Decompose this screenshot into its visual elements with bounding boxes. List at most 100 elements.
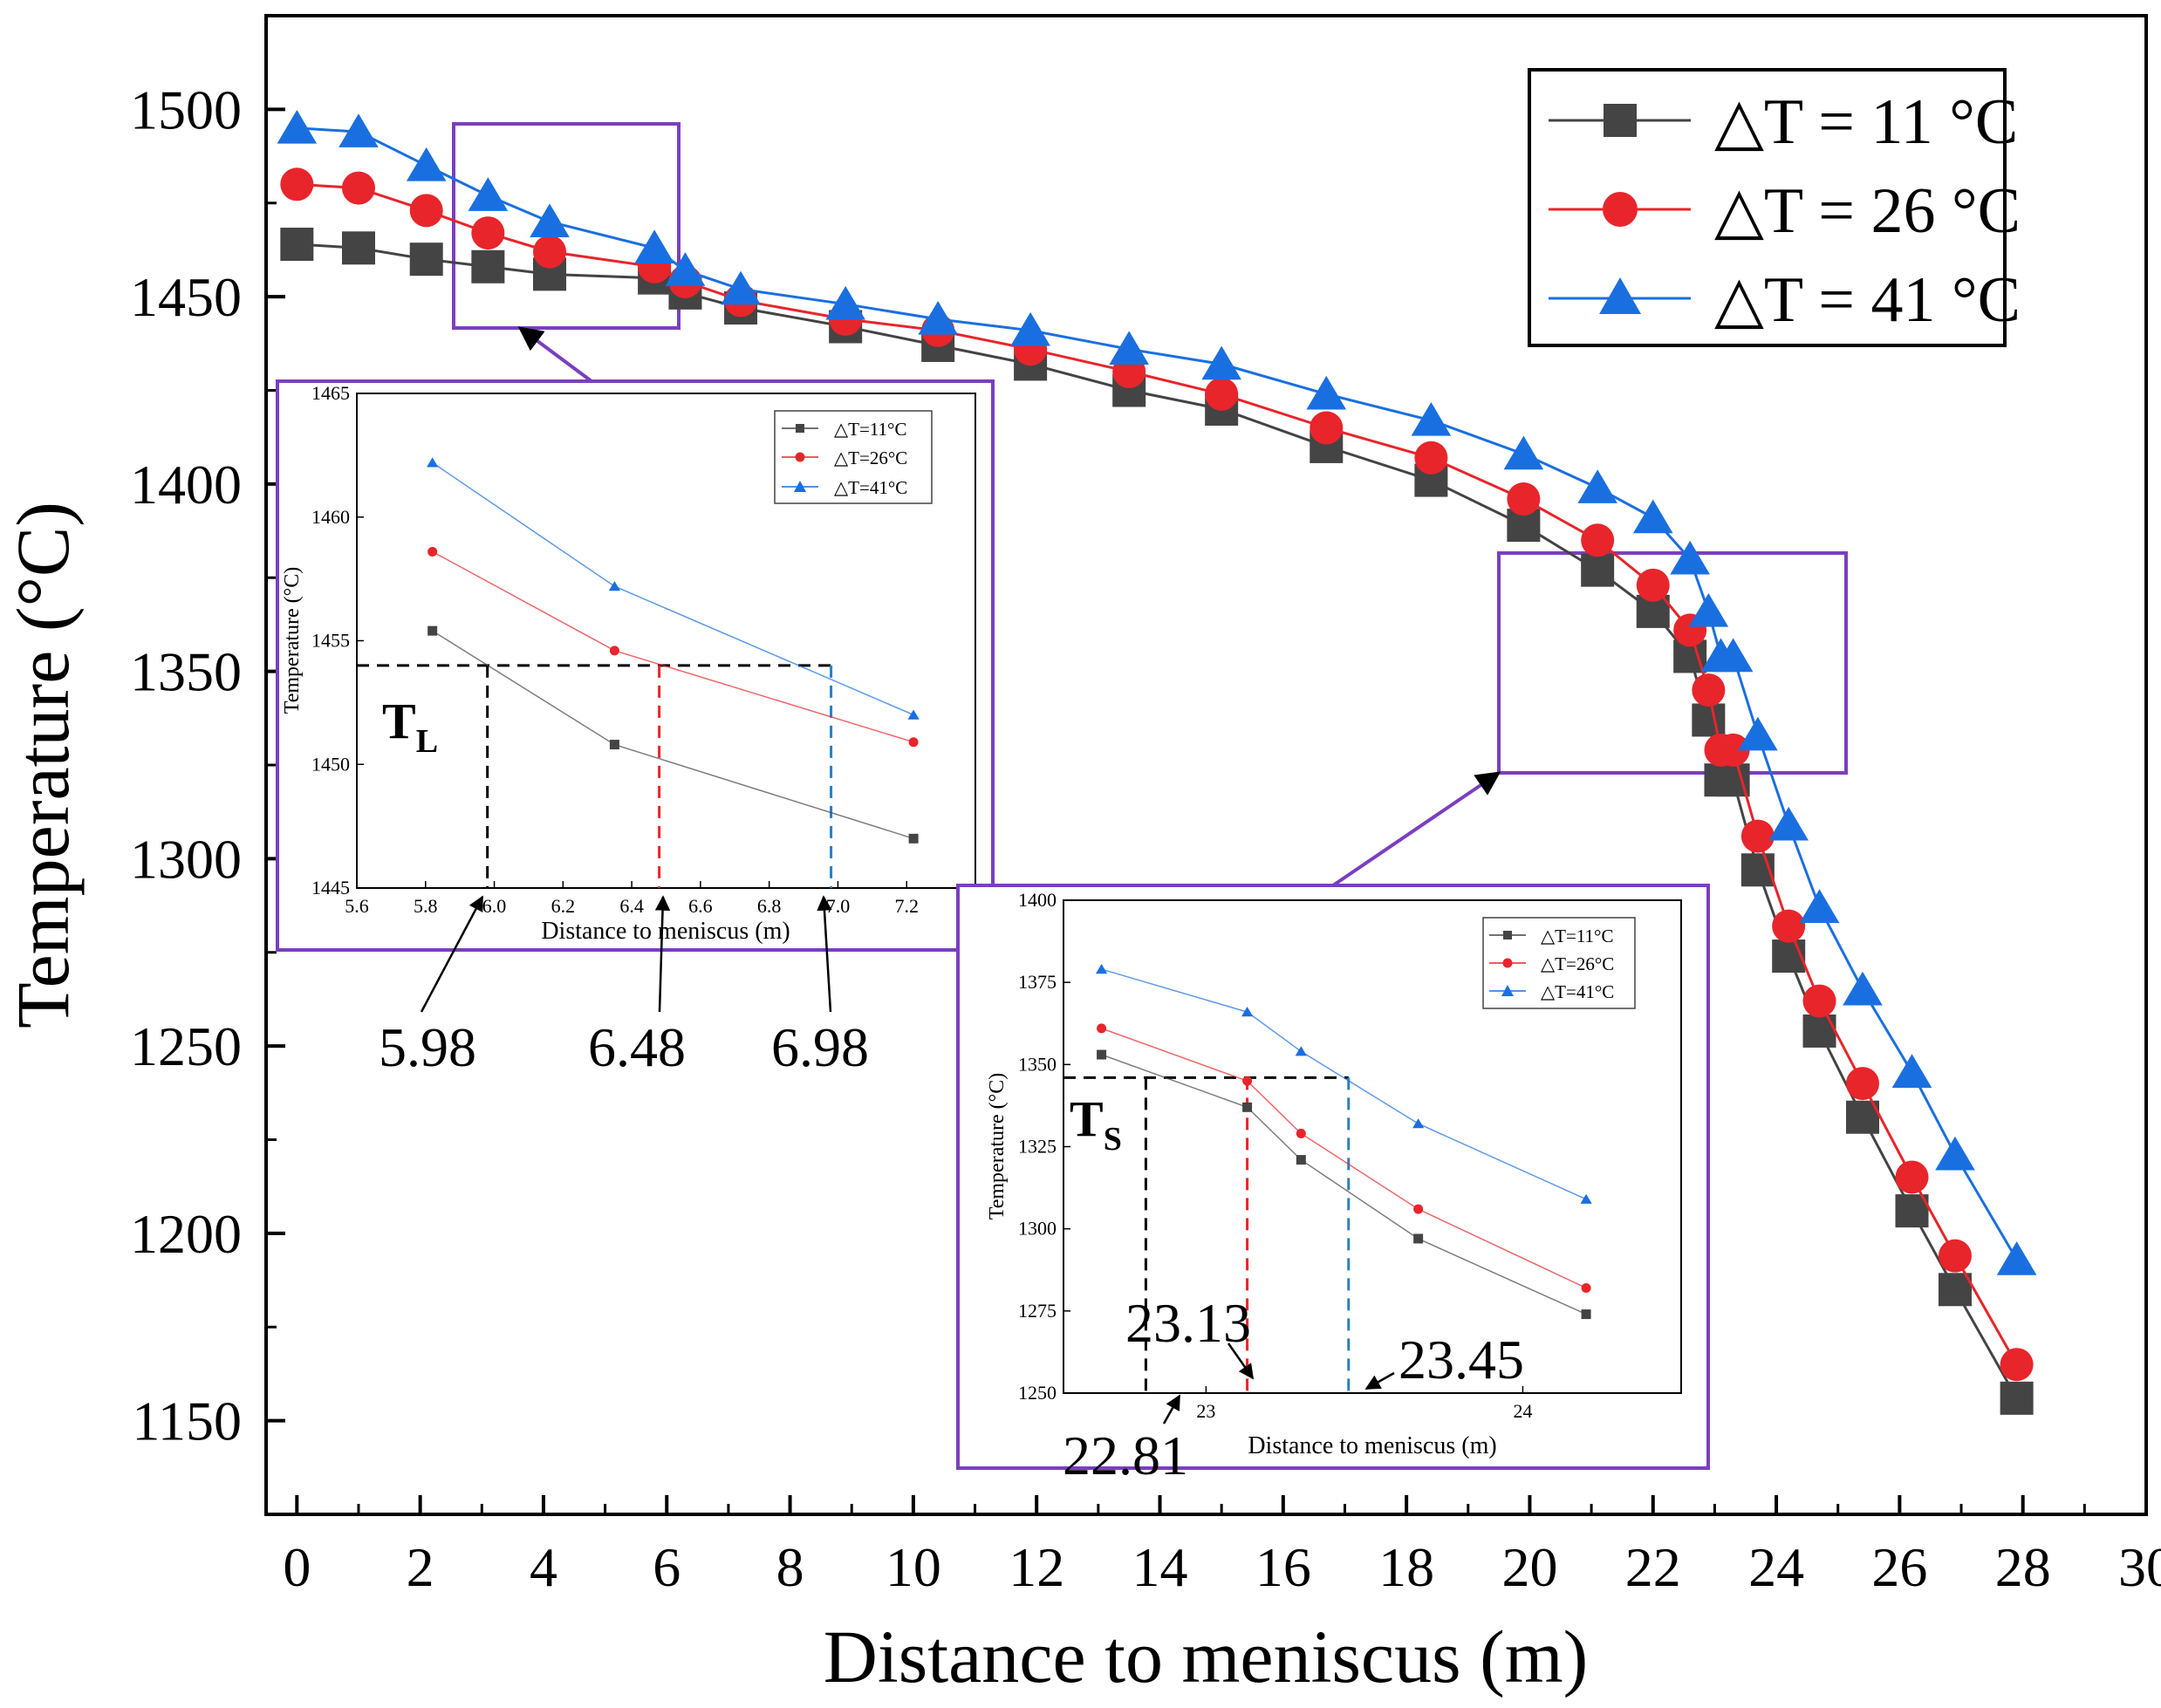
main-chart: 0 2 4 6 8 10 12 14 16 18 20 22 24 26 28 301150120012501… <box>1 14 2161 1698</box>
inset-ts-y-tick-label: 1300 <box>1018 1218 1057 1240</box>
connector-right <box>1331 771 1501 887</box>
callout-2345: 23.45 <box>1398 1329 1524 1390</box>
inset-ts-point-41 <box>1412 1118 1425 1129</box>
main-point-41 <box>665 252 706 286</box>
main-y-axis-title: Temperature (°C) <box>1 502 85 1028</box>
main-point-41 <box>1411 401 1452 436</box>
inset-tl-guides <box>357 664 833 888</box>
inset-tl-x-tick-label: 6.6 <box>688 895 713 917</box>
main-point-11 <box>1692 703 1726 737</box>
inset-tl-y-tick-label: 1445 <box>311 877 350 898</box>
inset-tl-x-tick-label: 6.8 <box>757 895 782 917</box>
inset-tl-point-41 <box>907 709 920 720</box>
main-point-11 <box>1802 1014 1836 1048</box>
inset-ts-point-26 <box>1413 1204 1424 1214</box>
main-point-11 <box>1581 553 1615 587</box>
inset-ts-legend-label-41: △T=41°C <box>1541 981 1614 1002</box>
main-y-tick-label: 1250 <box>130 1015 242 1077</box>
inset-ts-point-41 <box>1295 1046 1307 1056</box>
main-y-tick-label: 1500 <box>130 79 242 140</box>
inset-tl-legend-marker-41 <box>794 481 806 492</box>
inset-ts-point-26 <box>1097 1023 1107 1034</box>
callout-arrow-2345 <box>1364 1371 1395 1390</box>
main-point-26 <box>280 167 314 202</box>
main-point-11 <box>1938 1273 1972 1307</box>
main-x-tick-label: 20 <box>1501 1536 1557 1598</box>
inset-ts-y-tick-label: 1375 <box>1018 971 1057 993</box>
inset-ts-point-26 <box>1296 1128 1306 1138</box>
main-y-tick-label: 1150 <box>132 1390 242 1452</box>
callout-598: 5.98 <box>379 1016 476 1078</box>
callout-arrow-2313 <box>1227 1342 1255 1380</box>
main-x-tick-label: 24 <box>1748 1536 1804 1598</box>
inset-tl-y-title: Temperature (°C) <box>281 567 304 714</box>
callout-arrow-698 <box>817 895 832 1013</box>
main-point-41 <box>1306 375 1347 410</box>
main-x-tick-label: 26 <box>1871 1536 1927 1598</box>
inset-ts-axes: 23 24 1250 1275 1300 1325 1350 1375 1400 <box>1018 889 1532 1422</box>
main-point-26 <box>1802 984 1836 1018</box>
inset-tl-series <box>427 457 920 844</box>
main-point-26 <box>471 216 505 250</box>
inset-ts-series <box>1095 964 1592 1320</box>
inset-tl-point-26 <box>908 737 919 748</box>
inset-tl-legend-label-26: △T=26°C <box>834 447 907 468</box>
main-point-26 <box>1692 673 1726 707</box>
main-point-26 <box>409 194 443 228</box>
inset-tl-y-tick-label: 1465 <box>311 382 350 404</box>
main-x-axis-title: Distance to meniscus (m) <box>824 1615 1589 1698</box>
callout-698: 6.98 <box>771 1016 869 1078</box>
inset-tl-legend-label-41: △T=41°C <box>834 477 907 498</box>
main-x-tick-label: 14 <box>1132 1536 1188 1598</box>
inset-tl-label-sub: L <box>416 723 438 760</box>
inset-ts-point-11 <box>1581 1309 1591 1320</box>
main-x-tick-label: 18 <box>1378 1536 1434 1598</box>
inset-tl-point-26 <box>609 646 619 656</box>
inset-tl-point-11 <box>908 833 919 844</box>
main-point-41 <box>1891 1054 1932 1088</box>
zoom-box-right <box>1497 551 1848 775</box>
main-point-41 <box>1768 806 1809 841</box>
main-point-26 <box>1845 1067 1879 1101</box>
inset-ts-point-41 <box>1241 1007 1254 1017</box>
main-point-26 <box>1740 819 1775 853</box>
main-point-41 <box>721 270 761 305</box>
main-point-26 <box>533 235 567 269</box>
inset-ts-y-tick-label: 1325 <box>1018 1136 1057 1158</box>
main-point-41 <box>468 177 509 211</box>
callout-2281: 22.81 <box>1063 1424 1188 1486</box>
inset-tl-x-tick-label: 6.4 <box>619 895 644 917</box>
inset-ts-label: TS <box>1070 1090 1122 1158</box>
inset-tl-legend: △T=11°C △T=26°C △T=41°C <box>774 410 933 504</box>
main-x-tick-label: 8 <box>776 1536 804 1598</box>
main-point-11 <box>2000 1381 2034 1415</box>
inset-ts-legend-marker-26 <box>1502 958 1513 968</box>
inset-ts-legend-marker-41 <box>1501 985 1514 996</box>
main-point-41 <box>1632 499 1673 534</box>
inset-ts-y-title: Temperature (°C) <box>986 1073 1009 1220</box>
inset-tl-label-main: T <box>382 693 416 749</box>
main-x-tick-label: 10 <box>886 1536 941 1598</box>
main-point-41 <box>1843 971 1883 1006</box>
main-point-26 <box>1938 1239 1972 1273</box>
main-y-tick-label: 1350 <box>130 641 242 703</box>
main-x-tick-label: 0 <box>283 1536 311 1598</box>
main-point-41 <box>918 300 958 335</box>
main-x-tick-label: 28 <box>1995 1536 2051 1598</box>
main-y-tick-label: 1400 <box>130 454 242 516</box>
main-point-41 <box>1010 311 1050 346</box>
inset-tl: 5.65.86.06.26.46.66.87.07.27.41445145014… <box>276 379 995 952</box>
inset-ts-y-tick-label: 1350 <box>1018 1053 1057 1075</box>
main-x-tick-label: 22 <box>1625 1536 1681 1598</box>
main-point-26 <box>1895 1160 1929 1194</box>
main-point-41 <box>825 285 865 320</box>
main-x-tick-label: 4 <box>530 1536 557 1598</box>
inset-tl-x-title: Distance to meniscus (m) <box>541 918 790 945</box>
inset-tl-x-tick-label: 6.2 <box>551 895 576 917</box>
inset-ts-legend-marker-11 <box>1503 931 1512 939</box>
main-point-26 <box>1581 523 1615 557</box>
tl-callouts: 5.98 6.48 6.98 <box>379 895 869 1078</box>
main-point-26 <box>1716 733 1750 767</box>
main-point-41 <box>1799 889 1840 923</box>
main-y-tick-label: 1300 <box>130 828 242 890</box>
